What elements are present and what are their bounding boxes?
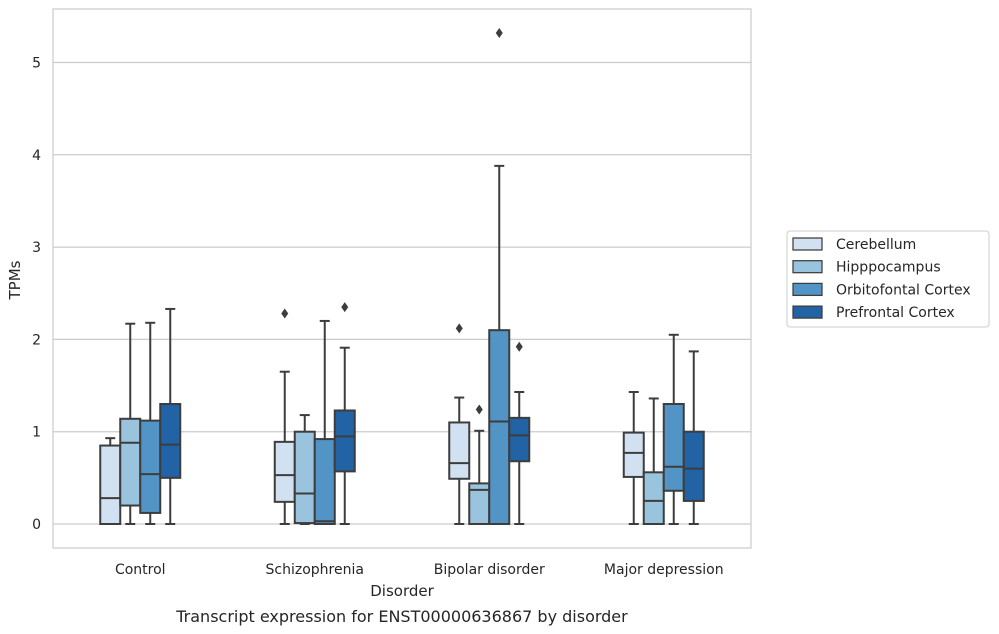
box-orbitofontal-cortex (139, 321, 162, 525)
legend-swatch (792, 260, 823, 274)
x-axis-ticks: Control Schizophrenia Bipolar disorder Majo… (115, 562, 724, 578)
box-hipppocampus (119, 322, 142, 525)
y-tick-label: 1 (32, 425, 41, 441)
legend-label: Orbitofontal Cortex (836, 282, 971, 298)
box-body (508, 416, 531, 463)
legend-frame (786, 230, 990, 328)
box-body (488, 329, 511, 526)
x-tick-label: Major depression (604, 562, 724, 578)
outlier-point (341, 302, 349, 313)
box-body (273, 440, 296, 503)
y-tick-label: 3 (32, 240, 41, 256)
y-axis-label: TPMs (6, 260, 24, 300)
x-tick-label: Control (115, 562, 166, 578)
legend-swatch (792, 237, 823, 251)
outlier-point (475, 404, 483, 415)
outlier-point (281, 308, 289, 319)
box-body (622, 431, 645, 478)
box-cerebellum (99, 437, 122, 526)
box-cerebellum (448, 323, 471, 525)
legend-label: Cerebellum (836, 237, 916, 253)
legend: Cerebellum Hipppocampus Orbitofontal Corte… (786, 230, 990, 328)
box-body (448, 421, 471, 480)
legend-label: Hipppocampus (836, 260, 941, 276)
box-prefrontal-cortex (508, 341, 531, 525)
x-axis-label: Disorder (370, 582, 434, 600)
box-prefrontal-cortex (682, 350, 705, 525)
box-plot-area (99, 27, 705, 526)
box-hipppocampus (293, 414, 316, 525)
outlier-point (455, 323, 463, 334)
legend-label: Prefrontal Cortex (836, 305, 955, 321)
box-body (293, 430, 316, 525)
x-tick-label: Schizophrenia (266, 562, 364, 578)
box-hipppocampus (642, 397, 665, 526)
box-body (642, 471, 665, 526)
box-prefrontal-cortex (333, 302, 356, 525)
legend-swatch (792, 305, 823, 319)
box-body (313, 438, 336, 526)
x-tick-label: Bipolar disorder (434, 562, 545, 578)
legend-swatch (792, 282, 823, 297)
box-body (682, 430, 705, 502)
box-body (159, 403, 182, 479)
outlier-point (495, 27, 503, 38)
plot-frame (52, 8, 752, 549)
box-orbitofontal-cortex (313, 319, 336, 526)
box-orbitofontal-cortex (662, 333, 685, 525)
box-body (119, 417, 142, 507)
y-tick-label: 0 (32, 517, 41, 533)
box-hipppocampus (468, 404, 491, 525)
box-prefrontal-cortex (159, 307, 182, 525)
box-body (333, 409, 356, 473)
y-tick-label: 2 (32, 332, 41, 348)
y-axis-ticks: 0 1 2 3 4 5 (32, 56, 41, 534)
box-cerebellum (273, 308, 296, 525)
box-orbitofontal-cortex (488, 27, 511, 526)
y-tick-label: 5 (32, 56, 41, 72)
box-body (99, 444, 122, 526)
box-cerebellum (622, 391, 645, 525)
chart-caption: Transcript expression for ENST0000063686… (175, 607, 628, 626)
box-body (139, 419, 162, 514)
y-tick-label: 4 (32, 148, 41, 164)
legend-items: Cerebellum Hipppocampus Orbitofontal Corte… (792, 237, 971, 321)
outlier-point (515, 341, 523, 352)
box-body (662, 403, 685, 492)
